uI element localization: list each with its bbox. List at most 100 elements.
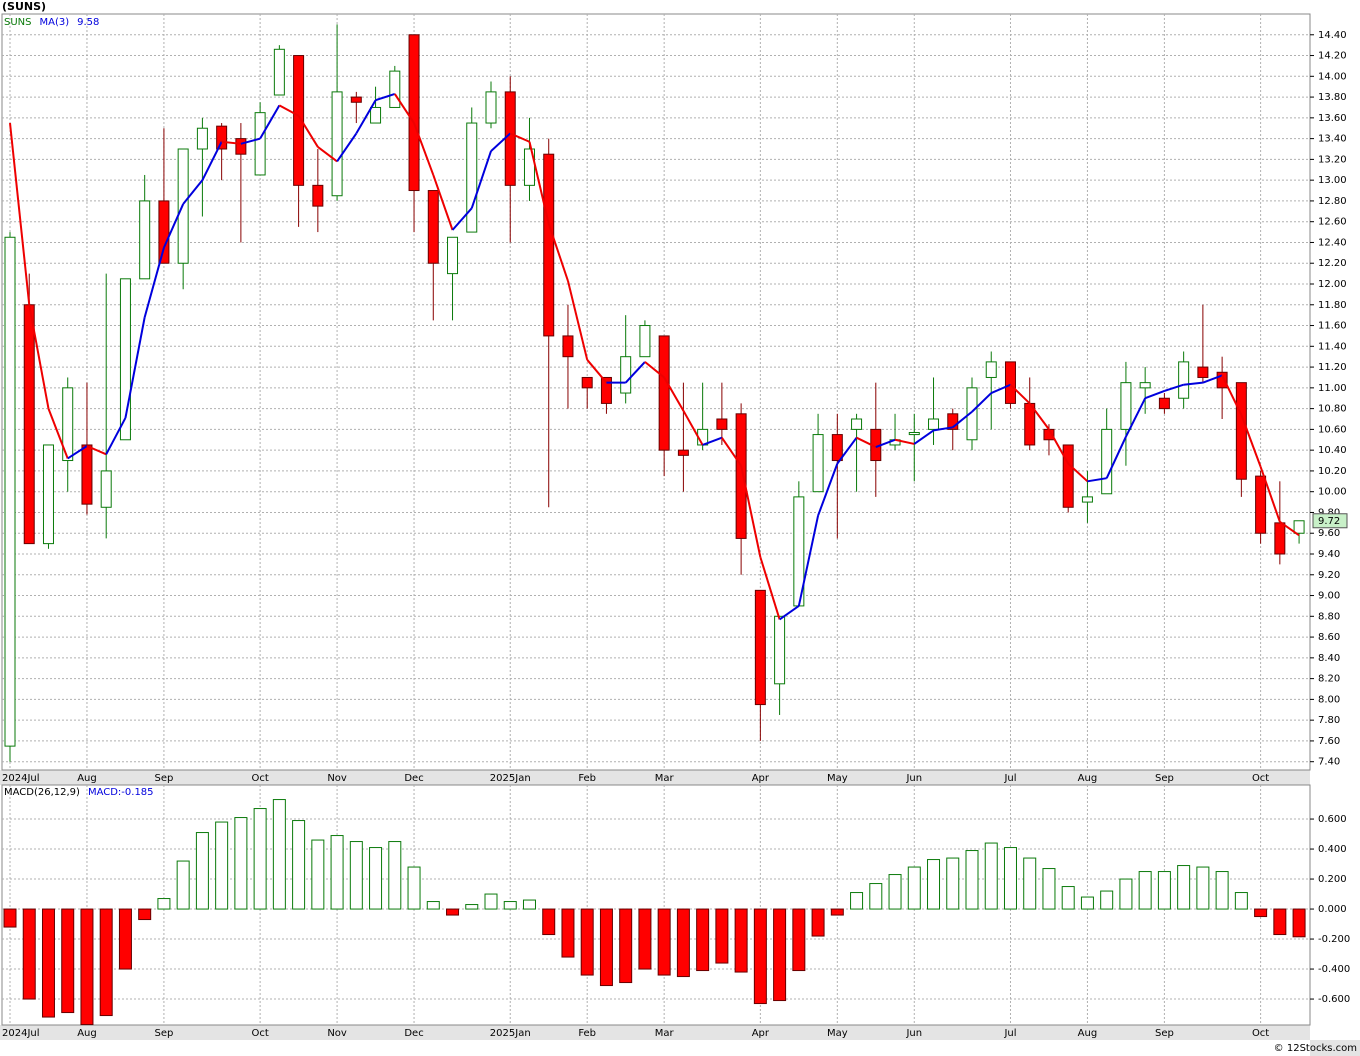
- ma-segment: [259, 104, 281, 140]
- legend: SUNS MA(3) 9.58: [4, 17, 99, 28]
- bar: [542, 908, 556, 936]
- bar: [1234, 892, 1248, 910]
- ma-segment: [182, 179, 204, 205]
- x-tick-label: Sep: [154, 773, 173, 784]
- bar: [41, 908, 55, 1018]
- x-tick-label: May: [827, 1028, 848, 1039]
- bar: [792, 908, 806, 972]
- x-axis-strip: [0, 1025, 1310, 1040]
- ma-segment: [47, 408, 69, 459]
- ma-segment: [817, 463, 839, 516]
- y-tick-label: 7.40: [1318, 757, 1340, 768]
- candle-body: [600, 376, 612, 404]
- candle-body: [985, 361, 997, 378]
- ma-segment: [1202, 374, 1223, 384]
- x-tick-label: Jul: [1003, 1028, 1016, 1039]
- y-tick-label: 11.40: [1318, 341, 1347, 352]
- ma-segment: [624, 361, 646, 384]
- candle-body: [1255, 475, 1267, 534]
- ma-segment: [1259, 466, 1281, 523]
- y-tick-label: 12.40: [1318, 237, 1347, 248]
- bar: [927, 859, 941, 910]
- bar: [869, 883, 883, 910]
- ma-segment: [143, 247, 165, 318]
- bar: [561, 908, 575, 958]
- candle-body: [485, 91, 497, 124]
- candle-body: [1081, 496, 1093, 503]
- ma-segment: [566, 280, 589, 361]
- candle-body: [658, 335, 670, 451]
- ma-segment: [1067, 462, 1089, 483]
- candle-body: [158, 200, 170, 264]
- y-tick-label: -0.400: [1318, 964, 1350, 975]
- ma-segment: [913, 429, 935, 445]
- ma-segment: [856, 436, 877, 448]
- x-tick-label: Dec: [404, 773, 423, 784]
- candle-body: [62, 387, 74, 462]
- ma-segment: [721, 437, 742, 467]
- legend: MACD(26,12,9) MACD:-0.185: [4, 787, 154, 798]
- y-tick-label: 0.000: [1318, 904, 1347, 915]
- candle-body: [235, 138, 247, 155]
- bar: [850, 892, 864, 910]
- ma-segment: [779, 605, 800, 621]
- ma-segment: [470, 150, 492, 209]
- candle-body: [350, 96, 362, 103]
- y-tick-label: 9.60: [1318, 528, 1340, 539]
- candle-body: [754, 589, 766, 706]
- ma-segment: [240, 137, 261, 145]
- y-tick-label: 13.00: [1318, 175, 1347, 186]
- ma-segment: [355, 99, 377, 134]
- y-tick-label: 8.80: [1318, 611, 1340, 622]
- bar: [80, 908, 94, 1026]
- bar: [696, 908, 710, 972]
- bar: [1100, 890, 1114, 910]
- x-tick-label: Aug: [77, 773, 97, 784]
- candle-body: [100, 470, 112, 508]
- bar: [1157, 871, 1171, 910]
- ma-segment: [547, 223, 569, 282]
- candle-body: [312, 184, 324, 207]
- ma-segment: [201, 141, 223, 181]
- y-tick-label: 9.80: [1318, 507, 1340, 518]
- ma-segment: [586, 359, 608, 384]
- candle-body: [1274, 522, 1286, 555]
- ma-segment: [1087, 477, 1107, 483]
- legend-value: MACD:-0.185: [88, 787, 154, 798]
- candle-body: [735, 413, 747, 539]
- x-tick-label: 2024Jul: [2, 1028, 40, 1039]
- y-tick-label: 8.40: [1318, 653, 1340, 664]
- candle-body: [831, 434, 843, 462]
- bar: [118, 908, 132, 970]
- bar: [1177, 865, 1191, 910]
- bar: [215, 821, 229, 910]
- ma-segment: [682, 410, 704, 446]
- ma-segment: [528, 141, 550, 224]
- bar: [99, 908, 113, 1017]
- x-tick-label: Oct: [251, 1028, 268, 1039]
- candle-body: [81, 444, 93, 505]
- candle-body: [1197, 366, 1209, 378]
- bar: [907, 866, 921, 910]
- legend-ma-value: 9.58: [77, 17, 99, 28]
- y-tick-label: 14.40: [1318, 30, 1347, 41]
- candle-body: [42, 444, 54, 545]
- y-tick-label: -0.600: [1318, 994, 1350, 1005]
- y-tick-label: 9.00: [1318, 591, 1340, 602]
- bar: [830, 908, 844, 916]
- ma-segment: [67, 445, 88, 460]
- plot-frame: [1, 784, 1311, 1026]
- bar: [811, 908, 825, 937]
- ma-segment: [451, 207, 473, 231]
- x-tick-label: Apr: [752, 1028, 770, 1039]
- candle-body: [677, 449, 689, 456]
- y-tick-label: 10.40: [1318, 445, 1347, 456]
- ma-segment: [1144, 390, 1165, 400]
- ma-segment: [297, 115, 319, 148]
- ma-segment: [644, 361, 665, 379]
- bar: [503, 901, 517, 910]
- x-tick-label: 2025Jan: [490, 1028, 531, 1039]
- bar: [734, 908, 748, 973]
- bar: [138, 908, 152, 921]
- candle-body: [562, 335, 574, 358]
